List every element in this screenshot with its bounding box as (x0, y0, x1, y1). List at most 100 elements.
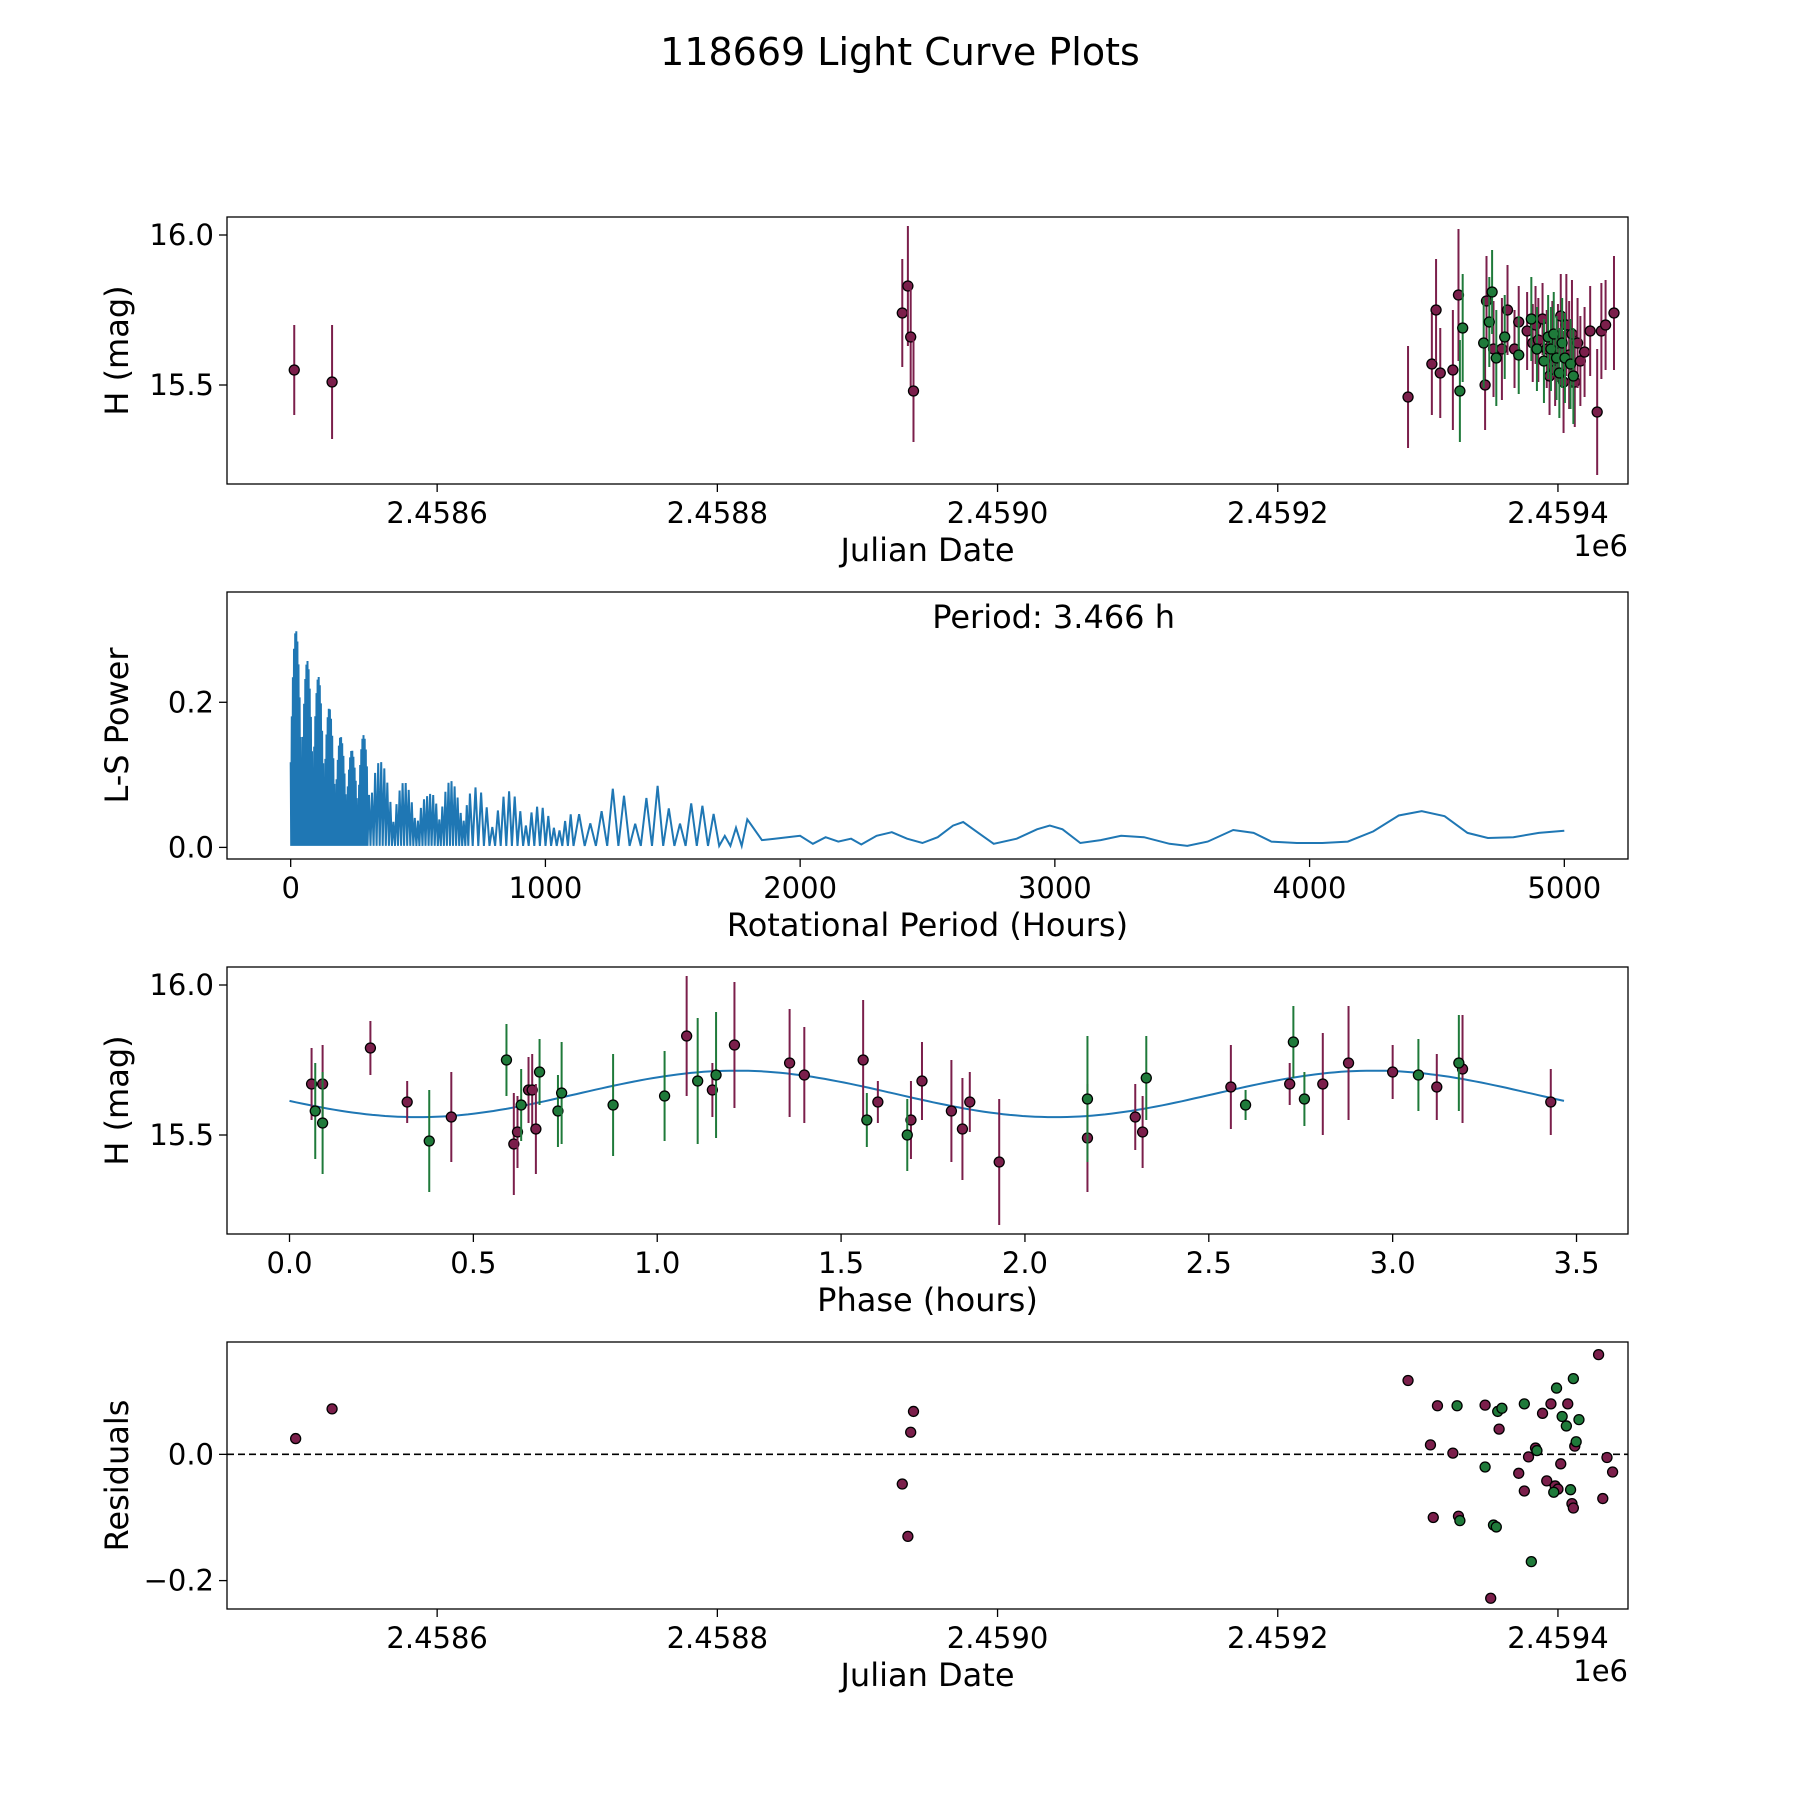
data-point (798, 1069, 810, 1081)
data-point (508, 1138, 520, 1150)
data-point (1536, 1407, 1549, 1419)
x-tick-label: 2.4594 (1507, 496, 1608, 530)
data-point (526, 1084, 538, 1096)
data-point (1591, 406, 1603, 418)
data-point (423, 1135, 435, 1147)
data-point (289, 1432, 302, 1445)
data-point (1606, 1466, 1619, 1478)
data-point (1430, 304, 1442, 316)
data-point (533, 1066, 546, 1078)
data-point (1412, 1069, 1425, 1081)
data-point (1453, 1057, 1465, 1069)
data-point (1599, 319, 1612, 331)
y-tick-label: 16.0 (149, 968, 214, 1002)
data-point (1570, 1436, 1582, 1448)
data-point (1592, 1348, 1605, 1361)
x-tick-label: 1.0 (634, 1246, 680, 1280)
data-point (1447, 364, 1459, 376)
data-point (956, 1123, 969, 1135)
x-tick-label: 2.4590 (947, 1621, 1048, 1655)
data-point (1140, 1072, 1152, 1084)
data-point (1136, 1126, 1149, 1138)
data-point (1298, 1093, 1311, 1105)
series-green (1451, 1372, 1585, 1568)
data-point (783, 1057, 796, 1069)
data-point (511, 1126, 524, 1138)
data-point (1129, 1111, 1141, 1123)
x-tick-label: 2.4594 (1507, 1621, 1608, 1655)
x-tick-label: 1000 (509, 871, 583, 905)
axes-frame (226, 591, 1629, 860)
data-point (607, 1099, 619, 1111)
data-point (515, 1099, 527, 1111)
x-tick-label: 2.4592 (1227, 496, 1328, 530)
data-point (1567, 370, 1580, 382)
x-offset-text: 1e6 (1573, 529, 1628, 563)
data-point (1513, 349, 1525, 361)
data-point (706, 1084, 719, 1096)
data-point (1608, 307, 1620, 319)
x-tick-label: 3000 (1018, 871, 1092, 905)
data-point (1402, 391, 1414, 403)
panel-phase: 0.0 0.5 1.0 1.5 2.0 2.5 3.0 3.5 15.5 16.0 Phase (h… (98, 966, 1629, 1319)
data-point (1567, 1372, 1580, 1385)
data-point (993, 1156, 1005, 1168)
data-point (1573, 1413, 1585, 1426)
axes-frame (226, 1341, 1629, 1610)
data-point (1567, 1502, 1580, 1514)
x-tick-label: 5000 (1527, 871, 1601, 905)
data-point (905, 331, 917, 343)
x-axis-label: Julian Date (838, 1656, 1014, 1694)
x-axis-label: Rotational Period (Hours) (727, 906, 1128, 944)
data-point (658, 1090, 671, 1102)
y-tick-label: 16.0 (149, 218, 214, 252)
data-point (1451, 1400, 1463, 1412)
data-point (1317, 1078, 1329, 1090)
data-point (552, 1105, 564, 1117)
y-axis-label: L-S Power (98, 647, 136, 804)
data-point (1287, 1036, 1300, 1048)
data-point (1490, 352, 1502, 364)
y-axis-label: H (mag) (98, 285, 136, 415)
data-point (916, 1075, 928, 1087)
data-point (1597, 1492, 1609, 1505)
data-point (945, 1105, 958, 1117)
x-axis-label: Julian Date (838, 531, 1014, 569)
x-tick-label: 2.4586 (386, 496, 487, 530)
data-point (1431, 1400, 1444, 1412)
data-point (907, 385, 920, 397)
x-tick-label: 1.5 (818, 1246, 864, 1280)
data-point (907, 1405, 920, 1418)
panel-residuals: 2.4586 2.4588 2.4590 2.4592 2.4594 −0.2 0.0 Jul… (98, 1341, 1629, 1694)
plot-area (289, 976, 1565, 1225)
data-point (1424, 1439, 1437, 1451)
x-tick-label: 2.4588 (667, 496, 768, 530)
data-point (1486, 286, 1498, 298)
panels: 2.4586 2.4588 2.4590 2.4592 2.4594 15.5 16.0 Ju… (98, 216, 1629, 1694)
data-point (1426, 358, 1438, 370)
data-point (680, 1030, 693, 1042)
data-point (1402, 1374, 1414, 1387)
y-axis-label: H (mag) (98, 1035, 136, 1165)
data-point (1525, 313, 1537, 325)
x-tick-label: 2.5 (1186, 1246, 1232, 1280)
x-tick-label: 3.0 (1370, 1246, 1416, 1280)
data-point (1518, 1485, 1530, 1497)
series-magenta (305, 976, 1557, 1225)
panel-periodogram: 0 1000 2000 3000 4000 5000 0.0 0.2 Rotational Pe… (98, 591, 1629, 944)
period-annotation: Period: 3.466 h (932, 598, 1175, 636)
data-point (445, 1111, 457, 1123)
data-point (326, 1403, 338, 1415)
x-tick-label: 2.0 (1002, 1246, 1048, 1280)
data-point (857, 1054, 869, 1066)
x-offset-text: 1e6 (1573, 1654, 1628, 1688)
data-point (1225, 1081, 1237, 1093)
data-point (1478, 337, 1490, 349)
x-tick-label: 0.5 (450, 1246, 496, 1280)
data-point (1479, 1461, 1491, 1473)
data-point (1427, 1511, 1439, 1524)
x-tick-label: 4000 (1273, 871, 1347, 905)
data-point (1342, 1057, 1355, 1069)
axes-frame (226, 216, 1629, 485)
